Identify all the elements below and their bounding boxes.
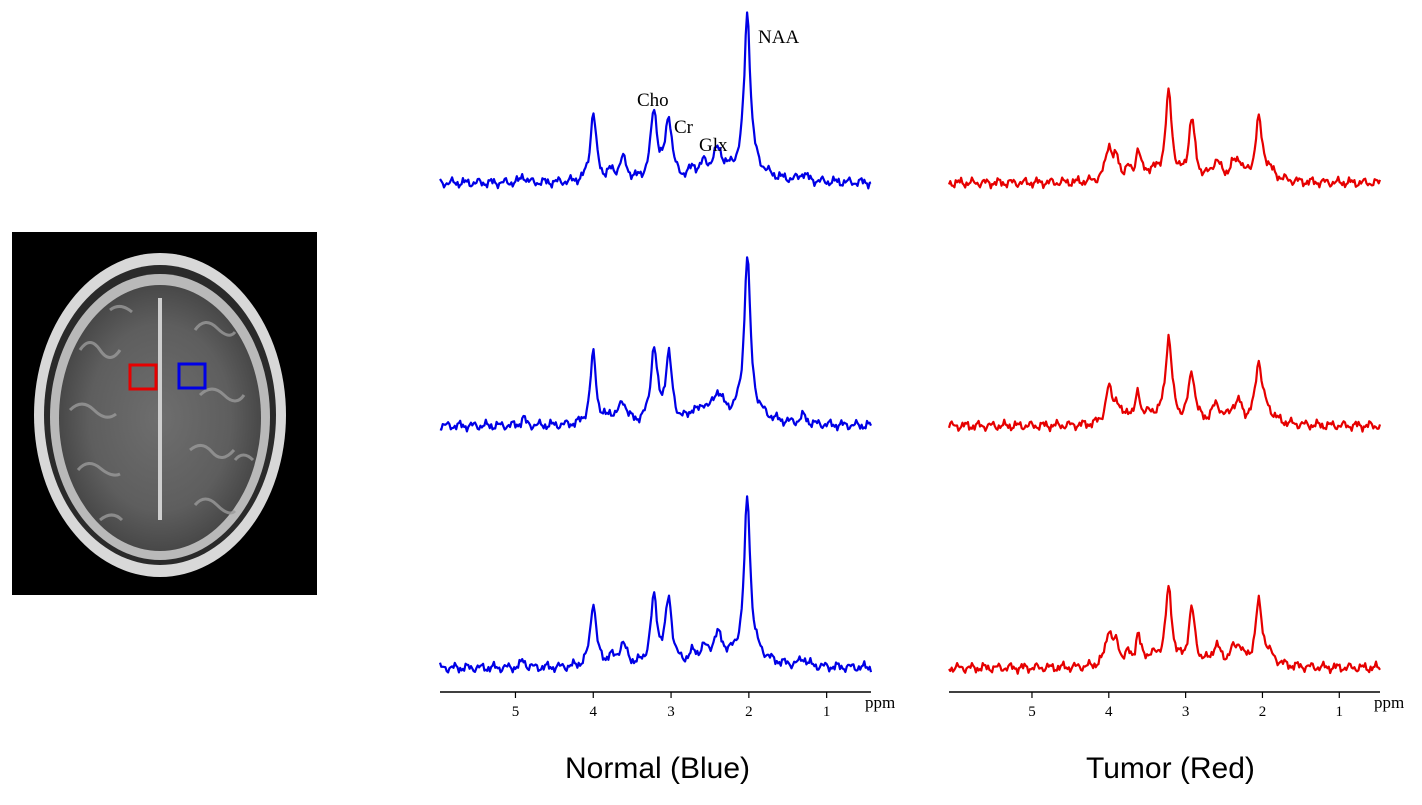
roi-normal: [177, 362, 207, 390]
x-axis-label-normal: ppm: [865, 693, 895, 712]
x-tick-label-normal: 5: [512, 704, 520, 720]
spectrum-tumor-3: [948, 584, 1381, 675]
spectrum-normal-2: [439, 256, 872, 433]
caption-normal: Normal (Blue): [565, 752, 751, 785]
spectrum-tumor-1: [947, 87, 1382, 190]
peak-label-cho: Cho: [637, 90, 669, 111]
x-tick-label-normal: 3: [667, 704, 675, 720]
roi-tumor: [128, 363, 158, 391]
x-tick-label-normal: 4: [590, 704, 598, 720]
midline: [158, 298, 162, 520]
x-axis-label-tumor: ppm: [1374, 693, 1404, 712]
spectrum-normal-3: [438, 495, 873, 674]
x-tick-label-tumor: 4: [1105, 704, 1113, 720]
x-tick-label-tumor: 3: [1182, 704, 1190, 720]
caption-tumor: Tumor (Red): [1086, 752, 1255, 785]
mri-image: [12, 232, 317, 595]
spectrum-tumor-2: [947, 333, 1382, 433]
spectrum-normal-1: [439, 11, 872, 190]
x-tick-label-tumor: 1: [1336, 704, 1344, 720]
brain-sulci: [68, 305, 255, 522]
x-tick-label-tumor: 2: [1259, 704, 1267, 720]
peak-label-glx: Glx: [699, 135, 728, 156]
x-tick-label-normal: 2: [745, 704, 753, 720]
peak-label-naa: NAA: [758, 27, 799, 48]
x-tick-label-tumor: 5: [1028, 704, 1036, 720]
peak-label-cr: Cr: [674, 117, 694, 138]
x-tick-label-normal: 1: [823, 704, 831, 720]
tumor-spectra-panel: 5 4 3 2 1 ppm: [947, 87, 1404, 720]
